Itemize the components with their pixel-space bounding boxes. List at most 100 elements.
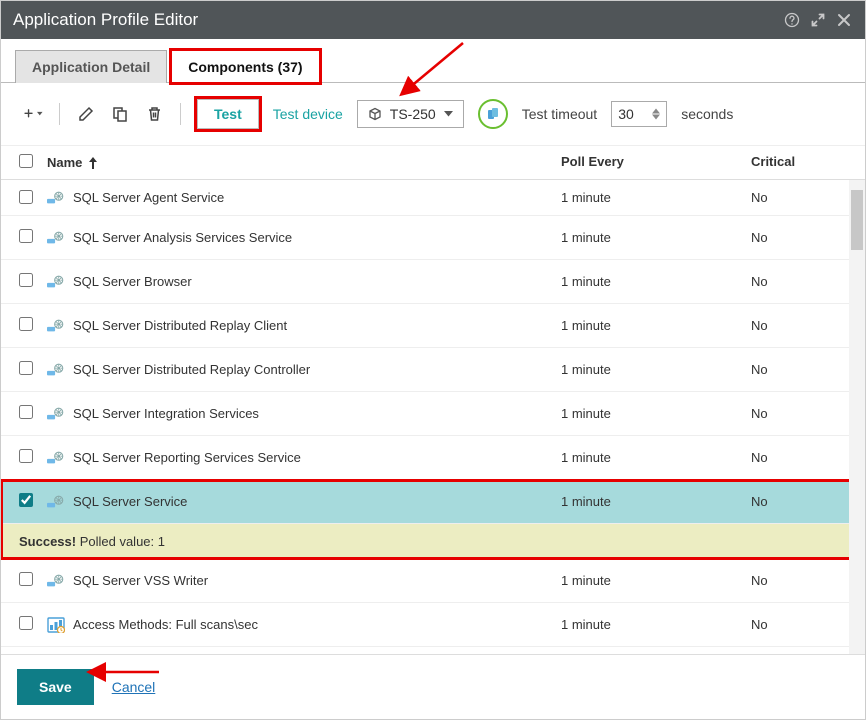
editor-window: Application Profile Editor Application D… xyxy=(0,0,866,720)
seconds-label: seconds xyxy=(681,106,733,122)
highlighted-selection: SQL Server Service 1 minuteNo Success! Pol… xyxy=(1,480,865,559)
row-critical: No xyxy=(745,442,865,473)
row-poll: 1 minute xyxy=(555,565,745,596)
service-icon xyxy=(47,407,65,421)
row-critical: No xyxy=(745,182,865,213)
row-checkbox[interactable] xyxy=(19,616,33,630)
title-bar: Application Profile Editor xyxy=(1,1,865,39)
row-checkbox[interactable] xyxy=(19,273,33,287)
table-row[interactable]: SQL Server VSS Writer 1 minuteNo xyxy=(1,559,865,603)
test-timeout-value: 30 xyxy=(618,106,634,122)
run-icon[interactable] xyxy=(478,99,508,129)
row-checkbox[interactable] xyxy=(19,493,33,507)
test-timeout-label: Test timeout xyxy=(522,106,597,122)
table-row[interactable]: SQL Server Distributed Replay Client 1 mi… xyxy=(1,304,865,348)
cancel-link[interactable]: Cancel xyxy=(112,679,156,695)
col-header-critical[interactable]: Critical xyxy=(745,146,865,179)
row-critical: No xyxy=(745,565,865,596)
service-icon xyxy=(47,363,65,377)
test-device-link[interactable]: Test device xyxy=(273,106,343,122)
tabs: Application Detail Components (37) xyxy=(1,39,865,83)
device-selected-label: TS-250 xyxy=(390,106,436,122)
row-critical: No xyxy=(745,222,865,253)
success-message: Success! Polled value: 1 xyxy=(1,524,865,559)
service-icon xyxy=(47,275,65,289)
service-icon xyxy=(47,574,65,588)
service-icon xyxy=(47,319,65,333)
stepper-icon[interactable] xyxy=(652,108,660,120)
service-icon xyxy=(47,495,65,509)
scrollbar-thumb[interactable] xyxy=(851,190,863,250)
row-checkbox[interactable] xyxy=(19,449,33,463)
row-name-label: SQL Server Analysis Services Service xyxy=(73,230,292,245)
edit-icon[interactable] xyxy=(76,104,96,124)
row-checkbox[interactable] xyxy=(19,229,33,243)
tab-application-detail[interactable]: Application Detail xyxy=(15,50,167,83)
row-poll: 1 minute xyxy=(555,442,745,473)
row-poll: 1 minute xyxy=(555,398,745,429)
row-name-label: SQL Server Reporting Services Service xyxy=(73,450,301,465)
table-row[interactable]: Access Methods: Full scans\sec 1 minuteNo xyxy=(1,603,865,647)
table-row[interactable]: SQL Server Analysis Services Service 1 mi… xyxy=(1,216,865,260)
col-header-name[interactable]: Name xyxy=(41,146,555,179)
row-poll: 1 minute xyxy=(555,486,745,517)
row-name-label: SQL Server Integration Services xyxy=(73,406,259,421)
perf-counter-icon xyxy=(47,618,65,632)
row-checkbox[interactable] xyxy=(19,190,33,204)
row-name-label: SQL Server Browser xyxy=(73,274,192,289)
help-icon[interactable] xyxy=(783,11,801,29)
row-name-label: Access Methods: Full scans\sec xyxy=(73,617,258,632)
delete-icon[interactable] xyxy=(144,104,164,124)
row-checkbox[interactable] xyxy=(19,405,33,419)
table-row[interactable]: SQL Server Distributed Replay Controller… xyxy=(1,348,865,392)
row-name-label: SQL Server VSS Writer xyxy=(73,573,208,588)
footer: Save Cancel xyxy=(1,654,865,719)
row-poll: 1 minute xyxy=(555,609,745,640)
components-grid: Name Poll Every Critical SQL Server Agen… xyxy=(1,145,865,654)
row-poll: 1 minute xyxy=(555,182,745,213)
row-name-label: SQL Server Distributed Replay Client xyxy=(73,318,287,333)
test-timeout-input[interactable]: 30 xyxy=(611,101,667,127)
row-poll: 1 minute xyxy=(555,222,745,253)
col-header-poll[interactable]: Poll Every xyxy=(555,146,745,179)
add-icon[interactable] xyxy=(23,104,43,124)
table-row[interactable]: Buffer Manager: Buffer cache hit ratio1 … xyxy=(1,647,865,654)
row-critical: No xyxy=(745,398,865,429)
row-checkbox[interactable] xyxy=(19,317,33,331)
row-critical: No xyxy=(745,354,865,385)
window-title: Application Profile Editor xyxy=(13,10,198,30)
row-poll: 1 minute xyxy=(555,354,745,385)
row-poll: 1 minute xyxy=(555,310,745,341)
row-critical: No xyxy=(745,266,865,297)
grid-body: SQL Server Agent Service1 minuteNoSQL Se… xyxy=(1,180,865,654)
row-critical: No xyxy=(745,310,865,341)
sort-asc-icon xyxy=(88,157,98,169)
select-all-checkbox[interactable] xyxy=(19,154,33,168)
close-icon[interactable] xyxy=(835,11,853,29)
table-row[interactable]: SQL Server Reporting Services Service 1 m… xyxy=(1,436,865,480)
table-row[interactable]: SQL Server Integration Services 1 minuteN… xyxy=(1,392,865,436)
device-select[interactable]: TS-250 xyxy=(357,100,464,128)
row-critical: No xyxy=(745,486,865,517)
table-row[interactable]: SQL Server Service 1 minuteNo xyxy=(1,480,865,524)
table-row[interactable]: SQL Server Agent Service 1 minuteNo xyxy=(1,180,865,216)
row-name-label: SQL Server Distributed Replay Controller xyxy=(73,362,310,377)
save-button[interactable]: Save xyxy=(17,669,94,705)
row-name-label: SQL Server Agent Service xyxy=(73,190,224,205)
expand-icon[interactable] xyxy=(809,11,827,29)
copy-icon[interactable] xyxy=(110,104,130,124)
service-icon xyxy=(47,451,65,465)
toolbar: Test Test device TS-250 Test timeout 30 … xyxy=(1,83,865,145)
tab-components[interactable]: Components (37) xyxy=(171,50,319,83)
row-poll: 1 minute xyxy=(555,266,745,297)
row-critical: No xyxy=(745,609,865,640)
row-checkbox[interactable] xyxy=(19,361,33,375)
grid-header: Name Poll Every Critical xyxy=(1,146,865,180)
test-button[interactable]: Test xyxy=(197,99,259,129)
row-name-label: SQL Server Service xyxy=(73,494,187,509)
row-checkbox[interactable] xyxy=(19,572,33,586)
scrollbar[interactable] xyxy=(849,180,865,654)
service-icon xyxy=(47,191,65,205)
service-icon xyxy=(47,231,65,245)
table-row[interactable]: SQL Server Browser 1 minuteNo xyxy=(1,260,865,304)
